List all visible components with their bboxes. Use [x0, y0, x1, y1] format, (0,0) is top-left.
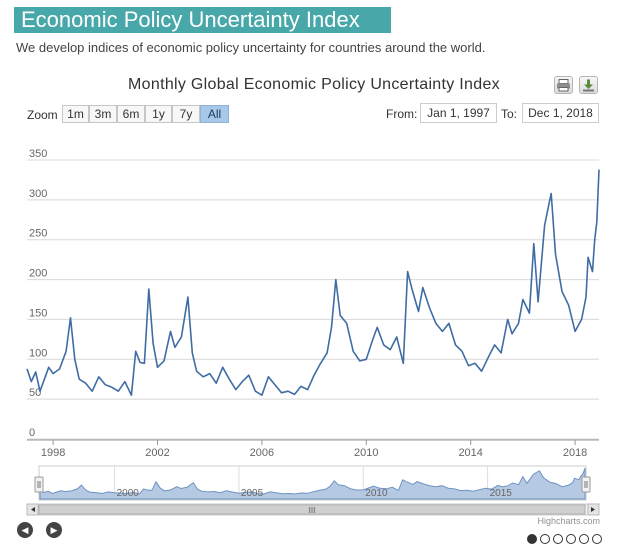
page-dot[interactable] — [566, 534, 576, 544]
zoom-label: Zoom — [27, 108, 58, 122]
y-axis-labels: 0 50 100 150 200 250 300 350 — [29, 148, 47, 439]
y-tick-label: 100 — [29, 347, 47, 359]
navigator-tick-label: 2015 — [490, 488, 513, 499]
zoom-7y-button[interactable]: 7y — [172, 105, 200, 123]
y-tick-label: 300 — [29, 188, 47, 200]
page-dot[interactable] — [553, 534, 563, 544]
page-subtitle: We develop indices of economic policy un… — [16, 40, 486, 55]
zoom-1y-button[interactable]: 1y — [145, 105, 172, 123]
x-tick-label: 2010 — [354, 447, 378, 459]
x-axis-labels: 1998 2002 2006 2010 2014 2018 — [41, 440, 587, 459]
scrollbar-thumb[interactable] — [38, 504, 586, 515]
zoom-6m-button[interactable]: 6m — [117, 105, 145, 123]
page-dot[interactable] — [579, 534, 589, 544]
print-button[interactable] — [554, 76, 573, 94]
from-label: From: — [386, 107, 418, 121]
zoom-1m-button[interactable]: 1m — [62, 105, 89, 123]
next-arrow-button[interactable]: ▶ — [46, 522, 62, 538]
y-tick-label: 50 — [29, 387, 41, 399]
navigator-tick-label: 2000 — [117, 488, 140, 499]
download-button[interactable] — [579, 76, 598, 94]
scrollbar-grip: III — [309, 506, 316, 515]
y-tick-label: 350 — [29, 148, 47, 160]
x-tick-label: 2006 — [250, 447, 274, 459]
credits-link[interactable]: Highcharts.com — [537, 516, 600, 526]
chevron-right-icon: ▶ — [50, 525, 58, 535]
chart-grid — [27, 159, 599, 441]
prev-arrow-button[interactable]: ◀ — [17, 522, 33, 538]
page-title: Economic Policy Uncertainty Index — [14, 7, 391, 33]
page-dot[interactable] — [592, 534, 602, 544]
scroll-right-arrow-icon — [591, 507, 595, 512]
to-date-input[interactable]: Dec 1, 2018 — [522, 103, 599, 123]
navigator-series-area — [39, 467, 586, 500]
navigator[interactable]: 2000 2005 2010 2015 — [34, 465, 591, 501]
navigator-left-handle[interactable] — [34, 476, 44, 493]
page-dot[interactable] — [540, 534, 550, 544]
print-icon — [557, 79, 570, 92]
y-tick-label: 200 — [29, 268, 47, 280]
to-label: To: — [501, 107, 518, 121]
series-line[interactable] — [26, 169, 600, 396]
x-tick-label: 1998 — [41, 447, 65, 459]
page-dot[interactable] — [527, 534, 537, 544]
chart-title: Monthly Global Economic Policy Uncertain… — [128, 76, 500, 93]
download-icon — [583, 79, 594, 92]
navigator-tick-label: 2010 — [365, 488, 388, 499]
y-tick-label: 250 — [29, 228, 47, 240]
scroll-left-arrow-icon — [31, 507, 35, 512]
pagination-dots[interactable] — [527, 534, 605, 552]
zoom-3m-button[interactable]: 3m — [89, 105, 117, 123]
from-date-input[interactable]: Jan 1, 1997 — [420, 103, 497, 123]
x-tick-label: 2014 — [458, 447, 482, 459]
zoom-all-button[interactable]: All — [200, 105, 229, 123]
y-tick-label: 0 — [29, 427, 35, 439]
navigator-tick-label: 2005 — [241, 488, 264, 499]
navigator-labels: 2000 2005 2010 2015 — [117, 488, 513, 499]
chevron-left-icon: ◀ — [21, 525, 29, 535]
x-tick-label: 2002 — [145, 447, 169, 459]
scrollbar[interactable]: III — [26, 503, 600, 516]
navigator-right-handle[interactable] — [581, 476, 591, 493]
y-tick-label: 150 — [29, 307, 47, 319]
x-tick-label: 2018 — [563, 447, 587, 459]
